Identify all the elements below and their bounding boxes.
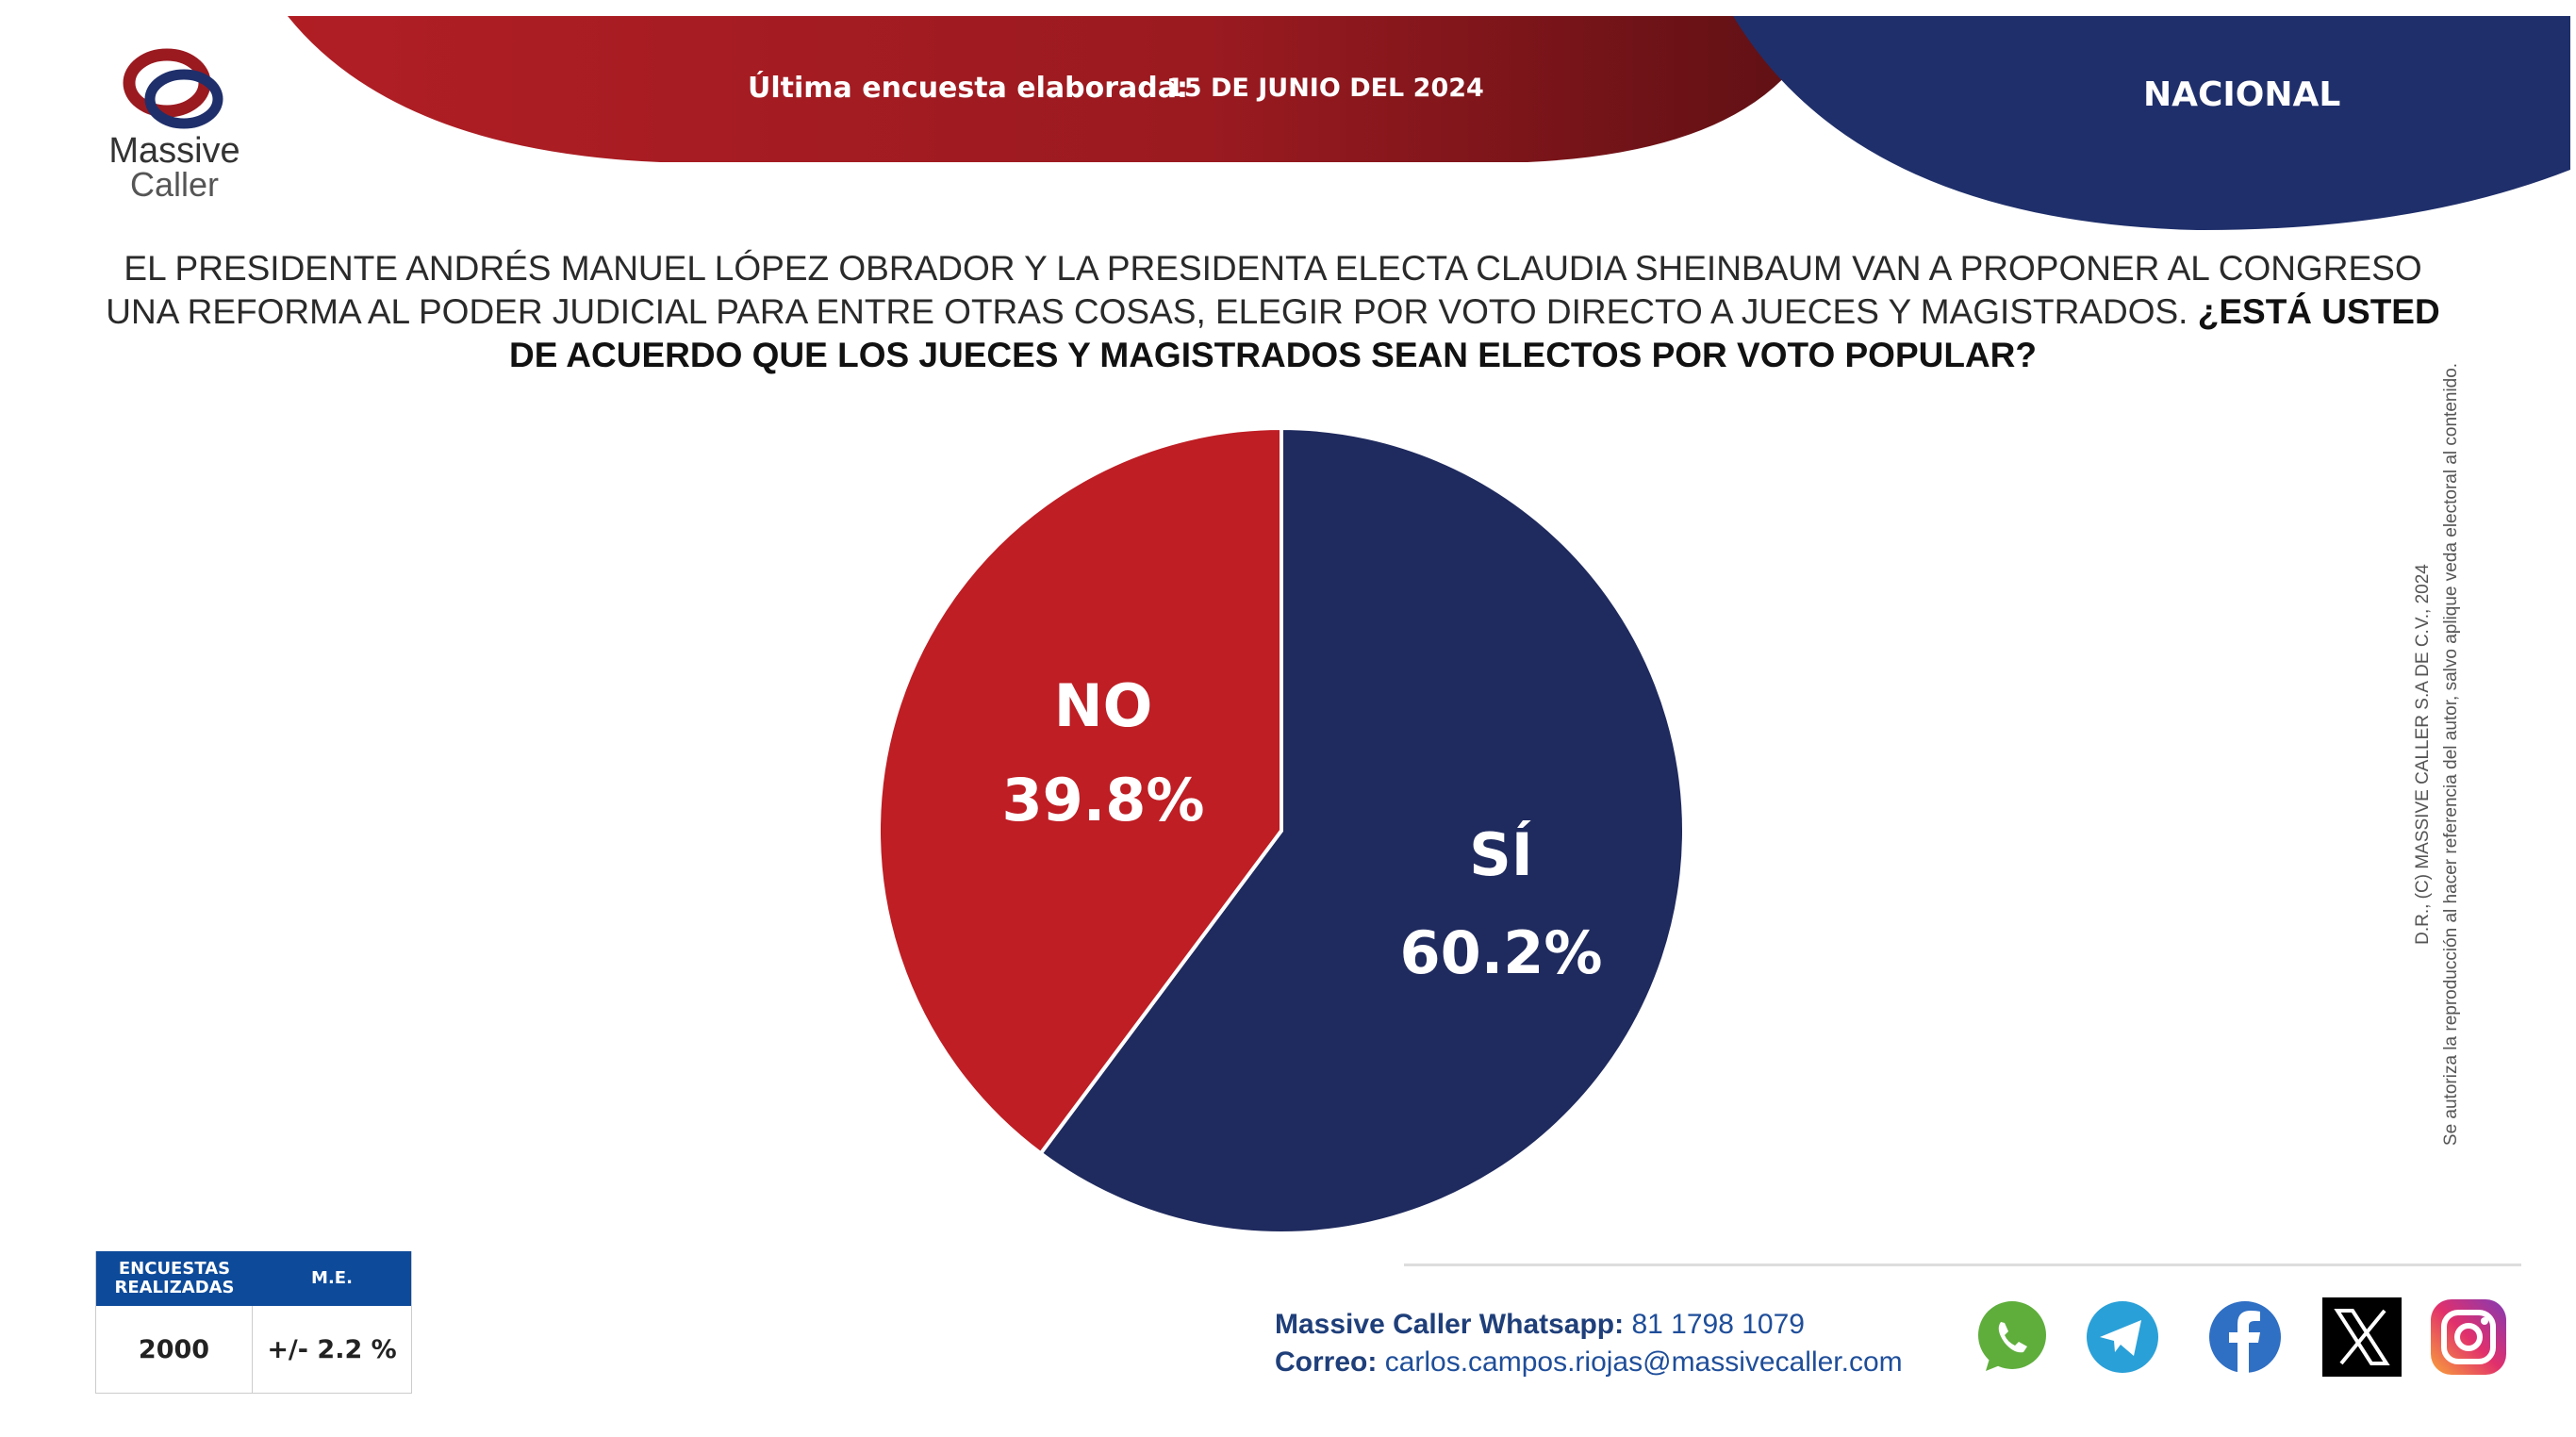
whatsapp-icon[interactable] bbox=[1973, 1297, 2052, 1377]
contact-whatsapp: Massive Caller Whatsapp: 81 1798 1079 bbox=[1275, 1309, 1805, 1341]
footer-divider bbox=[1404, 1264, 2521, 1266]
question-text: EL PRESIDENTE ANDRÉS MANUEL LÓPEZ OBRADO… bbox=[106, 249, 2422, 331]
telegram-icon[interactable] bbox=[2083, 1297, 2162, 1377]
whatsapp-number[interactable]: 81 1798 1079 bbox=[1631, 1309, 1805, 1340]
logo-icon bbox=[123, 48, 223, 129]
pie-value-no: 39.8% bbox=[1001, 766, 1204, 834]
pie-slice-si bbox=[1037, 425, 1686, 1235]
question-bold: ¿ESTÁ USTED DE ACUERDO QUE LOS JUECES Y … bbox=[508, 292, 2440, 374]
pie-label-no: NO bbox=[1054, 671, 1153, 740]
stats-table: ENCUESTAS REALIZADAS M.E. 2000 +/- 2.2 % bbox=[95, 1251, 412, 1394]
legal-notice: D.R., (C) MASSIVE CALLER S.A DE C.V., 20… bbox=[2409, 302, 2466, 1207]
stats-value-surveys: 2000 bbox=[96, 1306, 253, 1393]
x-icon[interactable] bbox=[2322, 1297, 2402, 1377]
pie-slice-no bbox=[877, 425, 1283, 1157]
email-label: Correo: bbox=[1275, 1346, 1378, 1378]
legal-line-2: Se autoriza la reproducción al hacer ref… bbox=[2441, 362, 2461, 1147]
header-banner bbox=[288, 16, 2570, 231]
survey-date-label: Última encuesta elaborada: bbox=[748, 72, 1189, 105]
brand-name: Massive bbox=[108, 131, 240, 171]
pie-value-si: 60.2% bbox=[1399, 918, 1602, 987]
stats-header-me: M.E. bbox=[253, 1251, 411, 1306]
facebook-icon[interactable] bbox=[2205, 1297, 2285, 1377]
survey-date: 15 DE JUNIO DEL 2024 bbox=[1166, 74, 1484, 103]
instagram-icon[interactable] bbox=[2429, 1297, 2508, 1377]
email-link[interactable]: carlos.campos.riojas@massivecaller.com bbox=[1384, 1346, 1903, 1378]
contact-email: Correo: carlos.campos.riojas@massivecall… bbox=[1275, 1346, 1903, 1379]
stats-value-me: +/- 2.2 % bbox=[267, 1334, 397, 1364]
brand-name-2: Caller bbox=[129, 165, 220, 204]
whatsapp-label: Massive Caller Whatsapp: bbox=[1275, 1309, 1625, 1340]
pie-label-si: SÍ bbox=[1469, 820, 1533, 889]
scope-label: NACIONAL bbox=[2143, 75, 2341, 114]
legal-line-1: D.R., (C) MASSIVE CALLER S.A DE C.V., 20… bbox=[2413, 564, 2433, 945]
stats-header-surveys: ENCUESTAS REALIZADAS bbox=[96, 1251, 253, 1306]
survey-question: EL PRESIDENTE ANDRÉS MANUEL LÓPEZ OBRADO… bbox=[85, 247, 2461, 377]
